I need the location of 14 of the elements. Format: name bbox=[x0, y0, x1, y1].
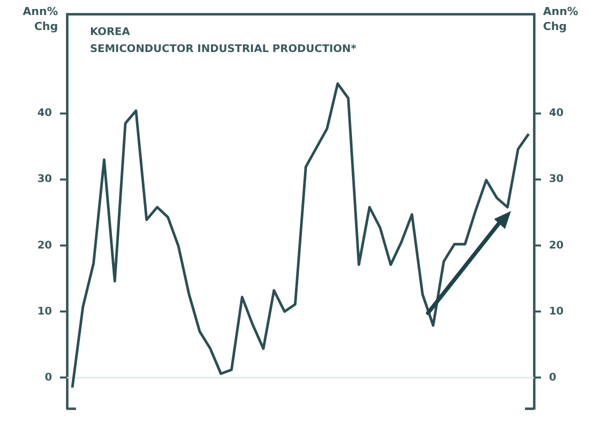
y2-axis-title: Ann% Chg bbox=[543, 4, 578, 34]
y-tick-label: 0 bbox=[44, 371, 52, 384]
y-tick-label: 30 bbox=[37, 173, 52, 186]
y-tick-label: 40 bbox=[37, 107, 52, 120]
y-tick-label: 10 bbox=[37, 305, 52, 318]
y2-tick-label: 40 bbox=[549, 107, 564, 120]
y2-tick-label: 0 bbox=[549, 371, 556, 384]
text: SEMICONDUCTOR INDUSTRIAL PRODUCTION* bbox=[90, 42, 356, 57]
y-axis-title: Ann% Chg bbox=[22, 4, 58, 34]
y2-tick-label: 10 bbox=[549, 305, 564, 318]
y2-tick-label: 20 bbox=[549, 239, 564, 252]
y-tick-label: 20 bbox=[37, 239, 52, 252]
y2-tick-label: 30 bbox=[549, 173, 564, 186]
text: KOREA bbox=[90, 25, 131, 40]
